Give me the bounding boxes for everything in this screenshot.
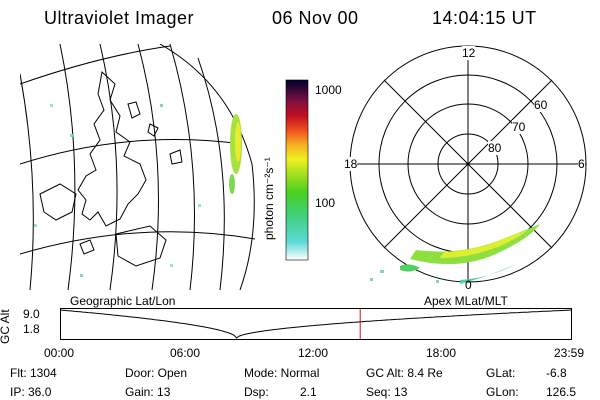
instrument-title: Ultraviolet Imager	[44, 8, 195, 28]
meridian-line	[59, 44, 76, 290]
lat-label-60: 60	[534, 98, 548, 112]
noise-pixel	[70, 134, 73, 137]
glon-value: 126.5	[546, 385, 577, 399]
ip-value: IP: 36.0	[10, 385, 52, 399]
meridian-line	[169, 44, 195, 290]
timeline-ylabel: GC Alt	[0, 309, 12, 344]
aurora-emission	[400, 264, 420, 272]
timeline-ytick-9: 9.0	[23, 307, 40, 321]
orbit-altitude-plot	[60, 308, 572, 340]
parallel-line	[20, 45, 171, 85]
mlt-label-0: 0	[465, 278, 472, 292]
aurora-emission	[235, 122, 241, 162]
landmass-outline	[77, 71, 147, 227]
noise-pixel	[50, 104, 53, 107]
aurora-oval	[410, 224, 540, 265]
mlt-label-18: 18	[344, 157, 358, 171]
aurora-oval-core	[440, 230, 528, 258]
noise-pixel	[80, 274, 83, 277]
island-outline	[169, 149, 183, 165]
parallel-line	[20, 139, 243, 165]
timeline-xtick-1800: 18:00	[426, 346, 457, 360]
lat-label-70: 70	[512, 120, 526, 134]
meridian-line	[137, 44, 159, 290]
timeline-frame	[60, 308, 572, 340]
glon-label: GLon:	[486, 385, 519, 399]
colorbar-label: photon cm⁻²s⁻¹	[262, 157, 276, 240]
landmass-outline	[115, 225, 167, 267]
island-outline	[147, 123, 159, 137]
globe-limb	[159, 44, 255, 290]
door-status: Door: Open	[125, 366, 188, 380]
geographic-map	[20, 44, 256, 290]
noise-pixel	[160, 104, 163, 107]
mlt-line-diagonal	[383, 79, 553, 249]
aurora-emission	[460, 264, 516, 284]
noise-pixel	[436, 280, 439, 283]
parallel-line	[20, 231, 256, 255]
noise-pixel	[170, 264, 173, 267]
timeline-xtick-1200: 12:00	[298, 346, 329, 360]
colorbar	[285, 79, 309, 261]
landmass-outline	[39, 183, 77, 221]
island-outline	[79, 239, 95, 255]
mode-value: Mode: Normal	[244, 366, 320, 380]
noise-pixel	[198, 204, 201, 207]
meridian-line	[197, 57, 225, 290]
colorbar-tick-100: 100	[315, 196, 336, 210]
date-label: 06 Nov 00	[272, 8, 359, 28]
mlt-label-6: 6	[578, 157, 585, 171]
polar-plot	[349, 45, 587, 284]
timeline-xtick-2359: 23:59	[554, 346, 585, 360]
colorbar-gradient	[285, 79, 309, 261]
glat-value: -6.8	[546, 366, 567, 380]
dsp-label: Dsp:	[244, 385, 269, 399]
sequence-number: Seq: 13	[366, 385, 408, 399]
meridian-line	[99, 44, 118, 290]
gc-altitude: GC Alt: 8.4 Re	[366, 366, 443, 380]
island-outline	[127, 101, 141, 119]
meridian-line	[20, 73, 34, 290]
mlt-label-12: 12	[462, 46, 476, 60]
timeline-xtick-0600: 06:00	[170, 346, 201, 360]
timeline-xtick-0000: 00:00	[44, 346, 75, 360]
lat-label-80: 80	[488, 141, 502, 155]
noise-pixel	[380, 270, 384, 273]
right-panel-caption: Apex MLat/MLT	[424, 294, 508, 308]
dsp-value: 2.1	[300, 385, 317, 399]
gain-value: Gain: 13	[125, 385, 171, 399]
time-label: 14:04:15 UT	[432, 8, 537, 28]
timeline-ytick-1.8: 1.8	[23, 322, 40, 336]
altitude-curve	[60, 309, 572, 339]
glat-label: GLat:	[486, 366, 516, 380]
flight-number: Flt: 1304	[10, 366, 57, 380]
colorbar-tick-1000: 1000	[315, 83, 342, 97]
noise-pixel	[34, 224, 37, 227]
left-panel-caption: Geographic Lat/Lon	[70, 294, 176, 308]
noise-pixel	[370, 278, 373, 281]
aurora-emission	[229, 174, 235, 194]
